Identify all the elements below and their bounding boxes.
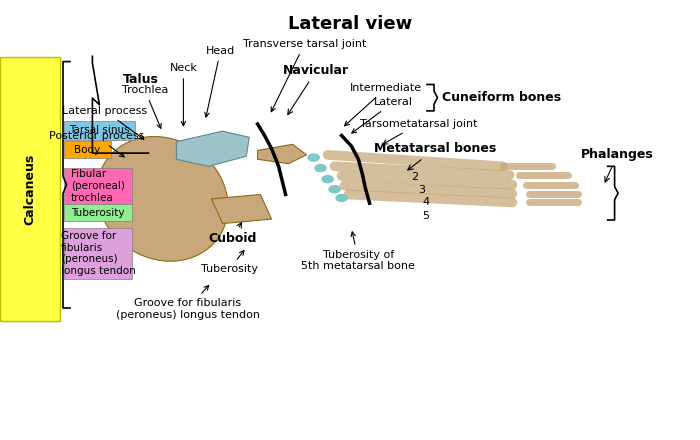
Circle shape	[315, 165, 326, 172]
Circle shape	[329, 186, 340, 193]
FancyBboxPatch shape	[0, 57, 60, 321]
Text: Talus: Talus	[122, 73, 158, 86]
Text: Fibular
(peroneal)
trochlea: Fibular (peroneal) trochlea	[71, 169, 125, 202]
Text: Neck: Neck	[169, 63, 197, 126]
Text: Body: Body	[74, 145, 101, 155]
Text: Cuboid: Cuboid	[208, 223, 257, 245]
Text: Cuneiform bones: Cuneiform bones	[442, 91, 561, 104]
Polygon shape	[176, 131, 249, 166]
Text: Transverse tarsal joint: Transverse tarsal joint	[243, 39, 366, 112]
Text: 4: 4	[422, 198, 429, 207]
Text: Groove for
fibularis
(peroneus)
longus tendon: Groove for fibularis (peroneus) longus t…	[61, 231, 135, 276]
Ellipse shape	[97, 136, 228, 261]
Text: Lateral process: Lateral process	[62, 106, 148, 139]
Text: Lateral: Lateral	[352, 97, 413, 133]
Text: Tuberosity of
5th metatarsal bone: Tuberosity of 5th metatarsal bone	[302, 232, 415, 271]
Text: Trochlea: Trochlea	[122, 85, 168, 128]
Text: Navicular: Navicular	[284, 64, 349, 114]
Text: Intermediate: Intermediate	[344, 83, 423, 126]
Text: Groove for fibularis
(peroneus) longus tendon: Groove for fibularis (peroneus) longus t…	[116, 286, 260, 320]
Text: Posterior process: Posterior process	[49, 132, 144, 157]
Text: Lateral view: Lateral view	[288, 15, 412, 33]
FancyBboxPatch shape	[64, 168, 132, 204]
FancyBboxPatch shape	[64, 141, 111, 158]
Circle shape	[308, 154, 319, 161]
Circle shape	[336, 194, 347, 202]
Text: 3: 3	[419, 185, 426, 195]
FancyBboxPatch shape	[64, 228, 132, 279]
Text: Tuberosity: Tuberosity	[201, 250, 258, 274]
Text: Metatarsal bones: Metatarsal bones	[374, 142, 496, 170]
Text: Phalanges: Phalanges	[581, 148, 654, 182]
Polygon shape	[211, 194, 272, 224]
Circle shape	[322, 176, 333, 183]
Text: 2: 2	[412, 172, 419, 182]
Text: Tarsometatarsal joint: Tarsometatarsal joint	[360, 119, 477, 144]
Text: Tarsal sinus: Tarsal sinus	[69, 125, 130, 135]
FancyBboxPatch shape	[64, 121, 135, 140]
Polygon shape	[258, 144, 307, 164]
FancyBboxPatch shape	[64, 204, 132, 221]
Text: Calcaneus: Calcaneus	[23, 154, 36, 225]
Text: 5: 5	[422, 211, 429, 220]
Text: Tuberosity: Tuberosity	[71, 208, 125, 218]
Text: Head: Head	[204, 46, 235, 117]
